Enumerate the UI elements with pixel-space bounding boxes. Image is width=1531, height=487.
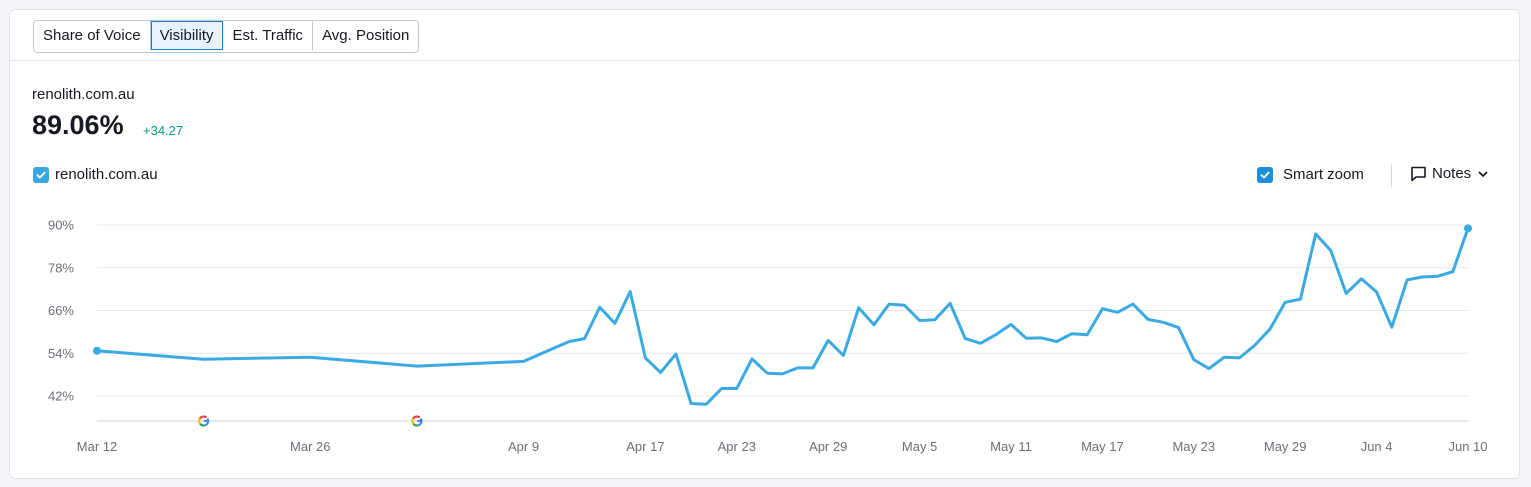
- y-tick-label: 78%: [48, 260, 74, 275]
- google-g-icon[interactable]: [198, 415, 210, 427]
- chart-grid: [97, 224, 1468, 422]
- y-tick-label: 66%: [48, 303, 74, 318]
- x-tick-label: May 5: [902, 439, 937, 454]
- series-layer: [93, 224, 1472, 406]
- x-tick-label: Jun 4: [1361, 439, 1393, 454]
- y-tick-label: 90%: [48, 218, 74, 233]
- series-legend-label: renolith.com.au: [55, 166, 158, 183]
- x-tick-label: Jun 10: [1448, 439, 1487, 454]
- google-g-icon[interactable]: [411, 415, 423, 427]
- x-tick-label: Apr 9: [508, 439, 539, 454]
- visibility-card: Share of Voice Visibility Est. Traffic A…: [9, 9, 1520, 479]
- y-axis-ticks: 42% 54% 66% 78% 90%: [48, 218, 74, 404]
- summary-value: 89.06%: [32, 110, 124, 140]
- smart-zoom-label: Smart zoom: [1283, 166, 1364, 183]
- summary-delta: +34.27: [143, 123, 184, 138]
- x-tick-label: Mar 26: [290, 439, 330, 454]
- notes-button[interactable]: Notes: [1410, 165, 1494, 182]
- x-tick-label: Apr 17: [626, 439, 664, 454]
- x-tick-label: May 11: [990, 439, 1032, 454]
- tab-avg-position[interactable]: Avg. Position: [313, 21, 419, 50]
- toolbar-separator: [1391, 164, 1392, 187]
- speech-bubble-icon: [1411, 166, 1426, 182]
- y-tick-label: 54%: [48, 346, 74, 361]
- notes-label: Notes: [1432, 165, 1472, 182]
- smart-zoom-checkbox[interactable]: [1257, 167, 1273, 183]
- x-tick-label: May 17: [1081, 439, 1124, 454]
- tab-share-of-voice[interactable]: Share of Voice: [34, 21, 151, 50]
- x-tick-label: Mar 12: [77, 439, 117, 454]
- google-update-markers: [198, 415, 423, 427]
- x-tick-label: Apr 29: [809, 439, 847, 454]
- series-checkbox[interactable]: [33, 167, 49, 183]
- header-divider: [10, 60, 1519, 61]
- x-tick-label: May 23: [1172, 439, 1215, 454]
- series-line[interactable]: [95, 226, 1470, 406]
- metric-tabs: Share of Voice Visibility Est. Traffic A…: [33, 20, 420, 53]
- tab-est-traffic[interactable]: Est. Traffic: [223, 21, 314, 50]
- x-tick-label: Apr 23: [718, 439, 756, 454]
- tab-visibility[interactable]: Visibility: [150, 21, 224, 50]
- chevron-down-icon: [1478, 171, 1488, 177]
- check-icon: [36, 171, 46, 179]
- summary-domain: renolith.com.au: [32, 86, 135, 103]
- x-tick-label: May 29: [1264, 439, 1307, 454]
- check-icon: [1260, 171, 1270, 179]
- series-point[interactable]: [1464, 224, 1472, 233]
- y-tick-label: 42%: [48, 389, 74, 404]
- x-axis-ticks: Mar 12 Mar 26 Apr 9 Apr 17 Apr 23 Apr 29 May 5…: [77, 439, 1488, 454]
- series-point[interactable]: [93, 346, 101, 355]
